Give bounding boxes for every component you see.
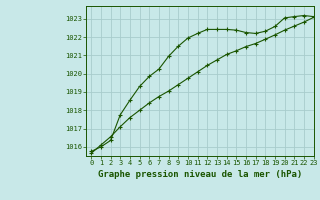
X-axis label: Graphe pression niveau de la mer (hPa): Graphe pression niveau de la mer (hPa) [98, 170, 302, 179]
